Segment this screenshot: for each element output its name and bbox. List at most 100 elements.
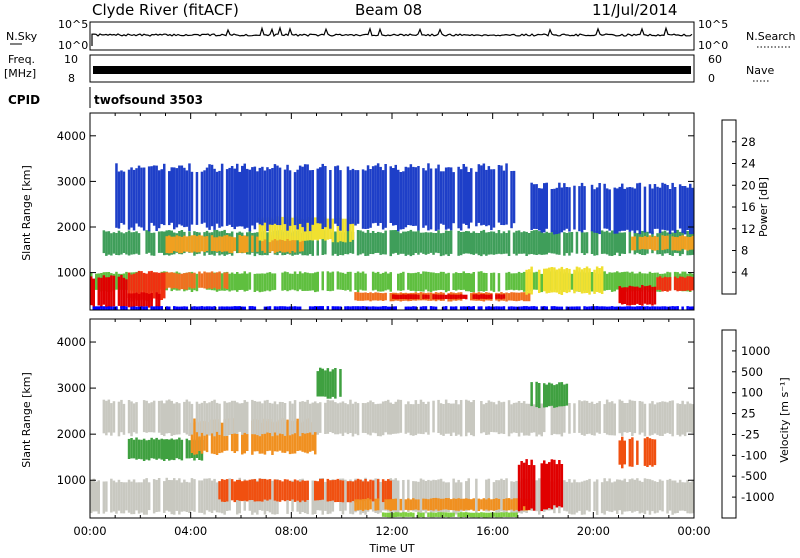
power-region-10-cell: [507, 293, 511, 301]
power-region-0-cell: [610, 272, 614, 292]
power-region-0-cell: [422, 271, 425, 292]
velocity-region-0-cell: [492, 482, 496, 511]
power-region-5-cell: [266, 232, 269, 256]
power-region-11-cell: [459, 294, 463, 299]
power-region-16-cell: [570, 306, 574, 311]
velocity-region-0-cell: [658, 479, 662, 511]
power-region-5-cell: [522, 231, 526, 254]
power-region-6-cell: [301, 235, 304, 252]
power-region-6-cell: [195, 236, 199, 253]
velocity-region-10-cell: [543, 383, 546, 408]
power-region-5-cell: [575, 231, 579, 254]
velocity-region-0-cell: [512, 481, 516, 515]
power-region-13-cell: [653, 286, 657, 305]
power-region-5-cell: [253, 232, 257, 257]
power-region-8-cell: [417, 166, 420, 231]
power-region-12-cell: [553, 267, 556, 293]
velocity-region-0-cell: [344, 479, 347, 511]
power-region-5-cell: [389, 230, 392, 257]
velocity-region-3-cell: [168, 399, 171, 434]
velocity-region-0-cell: [444, 482, 448, 512]
power-region-9-cell: [605, 188, 609, 229]
power-region-3-cell: [127, 293, 131, 308]
power-region-16-cell: [512, 306, 516, 311]
power-region-5-cell: [517, 230, 521, 254]
velocity-region-4-cell: [258, 478, 262, 502]
velocity-region-4-cell: [354, 480, 357, 503]
velocity-region-3-cell: [356, 403, 360, 436]
power-region-16-cell: [502, 306, 506, 311]
velocity-heatmap: [90, 367, 694, 518]
power-region-0-cell: [271, 273, 274, 291]
power-region-16-cell: [223, 306, 226, 311]
velocity-region-7-cell: [545, 463, 548, 510]
power-region-16-cell: [686, 306, 689, 310]
power-region-10-cell: [525, 292, 528, 302]
power-region-16-cell: [540, 306, 543, 311]
velocity-region-0-cell: [618, 479, 621, 511]
velocity-region-4-cell: [341, 480, 345, 503]
velocity-region-3-cell: [236, 402, 239, 434]
power-region-10-cell: [379, 293, 382, 301]
velocity-region-3-cell: [482, 404, 486, 433]
power-region-8-cell: [152, 165, 156, 226]
power-region-8-cell: [220, 163, 224, 227]
power-region-0-cell: [301, 273, 304, 291]
power-region-0-cell: [339, 272, 342, 290]
power-region-16-cell: [107, 306, 111, 311]
velocity-region-5-cell: [462, 498, 465, 511]
velocity-region-0-cell: [157, 478, 161, 512]
power-region-16-cell: [376, 306, 380, 311]
power-region-5-cell: [502, 231, 506, 254]
velocity-region-2-cell: [215, 419, 219, 455]
velocity-region-3-cell: [671, 400, 674, 437]
power-region-8-cell: [298, 165, 302, 224]
power-region-6-cell: [185, 236, 189, 252]
power-region-16-cell: [336, 306, 340, 311]
power-region-16-cell: [230, 306, 234, 311]
power-region-5-cell: [585, 232, 589, 254]
power-region-14-cell: [638, 236, 642, 250]
power-region-8-cell: [230, 166, 234, 227]
velocity-region-3-cell: [583, 400, 586, 436]
power-region-16-cell: [472, 306, 475, 310]
power-region-4-cell: [203, 271, 206, 289]
power-region-0-cell: [256, 273, 259, 291]
velocity-region-0-cell: [646, 478, 649, 511]
power-region-8-cell: [268, 169, 272, 225]
power-region-0-cell: [115, 271, 118, 290]
power-region-0-cell: [535, 271, 538, 290]
velocity-region-3-cell: [530, 402, 533, 433]
velocity-region-6-cell: [439, 512, 443, 517]
velocity-region-6-cell: [452, 512, 455, 517]
power-region-9-cell: [538, 188, 541, 231]
power-heatmap: [90, 163, 694, 311]
power-region-6-cell: [238, 235, 241, 253]
power-region-5-cell: [339, 231, 342, 255]
power-region-7-cell: [344, 218, 347, 243]
power-region-16-cell: [490, 306, 493, 311]
power-region-8-cell: [477, 164, 481, 223]
velocity-region-5-cell: [507, 498, 511, 511]
power-region-13-cell: [633, 286, 637, 305]
velocity-region-2-cell: [210, 419, 214, 454]
power-region-12-cell: [527, 269, 531, 294]
velocity-region-6-cell: [399, 512, 403, 517]
power-region-13-cell: [636, 286, 639, 304]
power-region-16-cell: [575, 306, 579, 311]
power-region-11-cell: [447, 294, 450, 299]
power-region-11-cell: [497, 294, 501, 299]
power-region-0-cell: [344, 273, 347, 291]
velocity-region-5-cell: [422, 498, 425, 510]
velocity-region-9-cell: [329, 371, 332, 399]
power-region-15-cell: [683, 277, 687, 291]
power-region-0-cell: [532, 272, 536, 290]
power-region-8-cell: [170, 167, 173, 223]
velocity-region-3-cell: [170, 400, 173, 436]
power-region-10-cell: [505, 292, 508, 302]
velocity-region-0-cell: [155, 479, 158, 512]
power-region-5-cell: [618, 232, 621, 256]
velocity-region-5-cell: [512, 498, 516, 511]
velocity-x-axis: 00:00 04:00 08:00 12:00 16:00 20:00 00:00: [73, 319, 711, 538]
velocity-region-2-cell: [200, 421, 204, 454]
